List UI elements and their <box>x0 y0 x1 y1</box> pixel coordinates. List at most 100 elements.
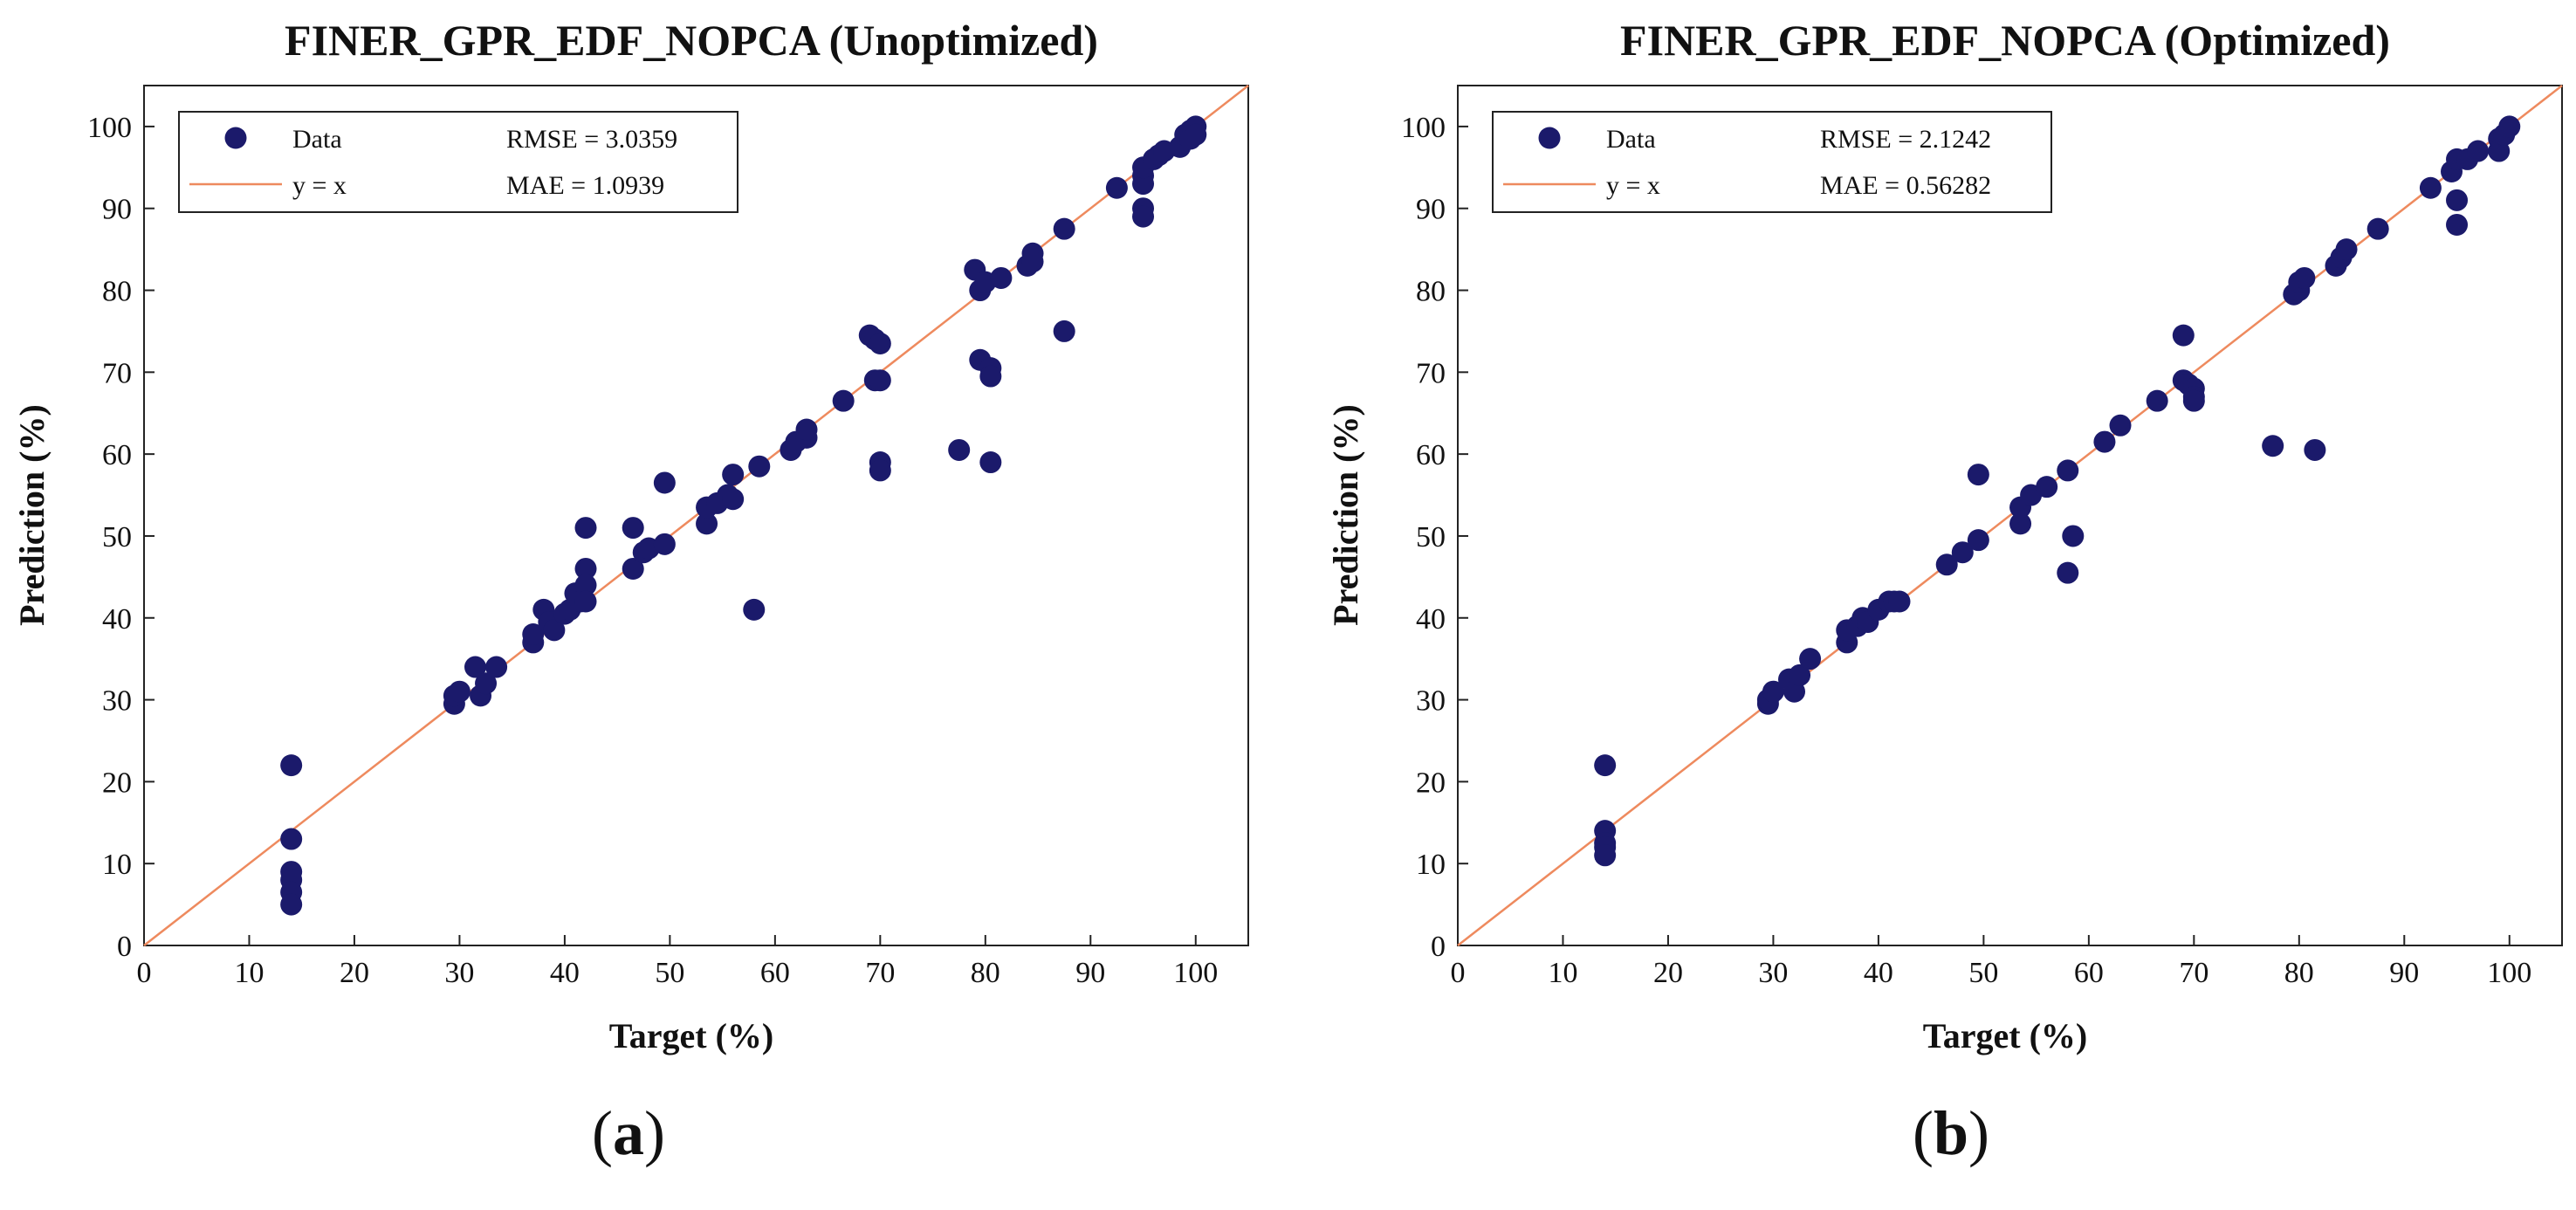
data-point <box>2146 389 2168 412</box>
x-tick-label: 80 <box>971 957 1000 989</box>
x-tick-label: 0 <box>1451 957 1466 989</box>
data-point <box>2009 512 2032 535</box>
y-tick-label: 10 <box>1416 849 1446 881</box>
data-point <box>1762 680 1784 703</box>
data-points <box>1594 115 2521 867</box>
legend-box <box>1492 111 2052 213</box>
x-tick-label: 0 <box>137 957 152 989</box>
data-point <box>2109 414 2132 437</box>
data-point <box>2366 217 2389 240</box>
y-tick-label: 90 <box>102 194 132 226</box>
y-tick-label: 50 <box>1416 521 1446 553</box>
data-point <box>1935 553 1958 576</box>
legend-marker-icon <box>1538 127 1561 149</box>
data-point <box>1021 251 1044 273</box>
data-point <box>948 438 971 461</box>
y-tick-label: 30 <box>1416 685 1446 718</box>
data-point <box>280 828 303 850</box>
data-point <box>1053 320 1075 342</box>
x-tick-label: 50 <box>1968 957 1998 989</box>
y-tick-label: 10 <box>102 849 132 881</box>
data-point <box>2304 438 2326 461</box>
chart-panel-optimized: FINER_GPR_EDF_NOPCA (Optimized) 0 10 20 30 4… <box>1326 16 2563 1055</box>
x-tick-label: 20 <box>340 957 369 989</box>
data-point <box>2057 561 2079 584</box>
data-point <box>464 656 486 678</box>
y-tick-label: 70 <box>1416 357 1446 389</box>
data-point <box>990 266 1013 289</box>
y-tick-label: 80 <box>102 276 132 308</box>
y-axis-ticks: 0 10 20 30 40 50 60 70 80 90 100 <box>87 112 155 963</box>
data-point <box>1967 529 1989 552</box>
data-point <box>2498 115 2521 138</box>
data-point <box>1594 844 1617 867</box>
data-points <box>280 115 1207 916</box>
mae-value: MAE = 0.56282 <box>1820 171 1991 200</box>
data-point <box>653 533 676 555</box>
x-tick-label: 60 <box>2074 957 2104 989</box>
y-tick-label: 0 <box>1431 931 1446 963</box>
y-tick-label: 90 <box>1416 194 1446 226</box>
data-point <box>2182 389 2205 412</box>
mae-value: MAE = 1.0939 <box>506 171 664 200</box>
data-point <box>2335 238 2358 261</box>
y-tick-label: 20 <box>102 767 132 799</box>
legend-line-label: y = x <box>1606 171 1660 200</box>
data-point <box>574 517 597 540</box>
x-tick-label: 80 <box>2284 957 2314 989</box>
y-tick-label: 80 <box>1416 276 1446 308</box>
data-point <box>1783 680 1806 703</box>
data-point <box>574 557 597 580</box>
data-point <box>2446 189 2469 211</box>
data-point <box>869 369 891 392</box>
chart-title: FINER_GPR_EDF_NOPCA (Optimized) <box>1620 16 2390 65</box>
x-tick-label: 90 <box>1075 957 1105 989</box>
data-point <box>2062 525 2085 547</box>
x-axis-ticks: 0 10 20 30 40 50 60 70 80 90 100 <box>1451 935 2531 989</box>
rmse-value: RMSE = 3.0359 <box>506 125 677 154</box>
y-tick-label: 30 <box>102 685 132 718</box>
y-tick-label: 100 <box>1401 112 1446 144</box>
y-tick-label: 20 <box>1416 767 1446 799</box>
data-point <box>2293 266 2316 289</box>
data-point <box>1132 205 1155 228</box>
rmse-value: RMSE = 2.1242 <box>1820 125 1991 154</box>
data-point <box>1789 663 1811 686</box>
data-point <box>2446 213 2469 236</box>
y-tick-label: 40 <box>1416 603 1446 636</box>
data-point <box>743 598 766 621</box>
x-tick-label: 100 <box>1173 957 1218 989</box>
data-point <box>475 672 498 695</box>
data-point <box>448 680 471 703</box>
data-point <box>869 459 891 482</box>
data-point <box>1594 754 1617 777</box>
y-axis-ticks: 0 10 20 30 40 50 60 70 80 90 100 <box>1401 112 1468 963</box>
x-tick-label: 70 <box>2179 957 2208 989</box>
x-tick-label: 60 <box>760 957 790 989</box>
legend: Data y = x RMSE = 3.0359 MAE = 1.0939 <box>178 111 738 213</box>
data-point <box>280 893 303 916</box>
x-axis-label: Target (%) <box>609 1016 773 1055</box>
data-point <box>832 389 855 412</box>
data-point <box>979 365 1002 388</box>
data-point <box>2057 459 2079 482</box>
x-tick-label: 10 <box>234 957 264 989</box>
data-point <box>622 557 644 580</box>
legend-line-label: y = x <box>292 171 347 200</box>
panel-label-b: (b) <box>1913 1098 1989 1168</box>
data-point <box>574 574 597 596</box>
data-point <box>722 488 745 511</box>
data-point <box>2419 176 2442 199</box>
data-point <box>280 754 303 777</box>
legend: Data y = x RMSE = 2.1242 MAE = 0.56282 <box>1492 111 2052 213</box>
y-tick-label: 60 <box>102 439 132 471</box>
x-tick-label: 30 <box>1758 957 1788 989</box>
legend-data-label: Data <box>292 125 342 154</box>
data-point <box>1132 173 1155 196</box>
y-axis-label: Prediction (%) <box>12 404 52 626</box>
legend-box <box>178 111 738 213</box>
x-tick-label: 50 <box>655 957 684 989</box>
data-point <box>1105 176 1128 199</box>
data-point <box>795 418 818 441</box>
